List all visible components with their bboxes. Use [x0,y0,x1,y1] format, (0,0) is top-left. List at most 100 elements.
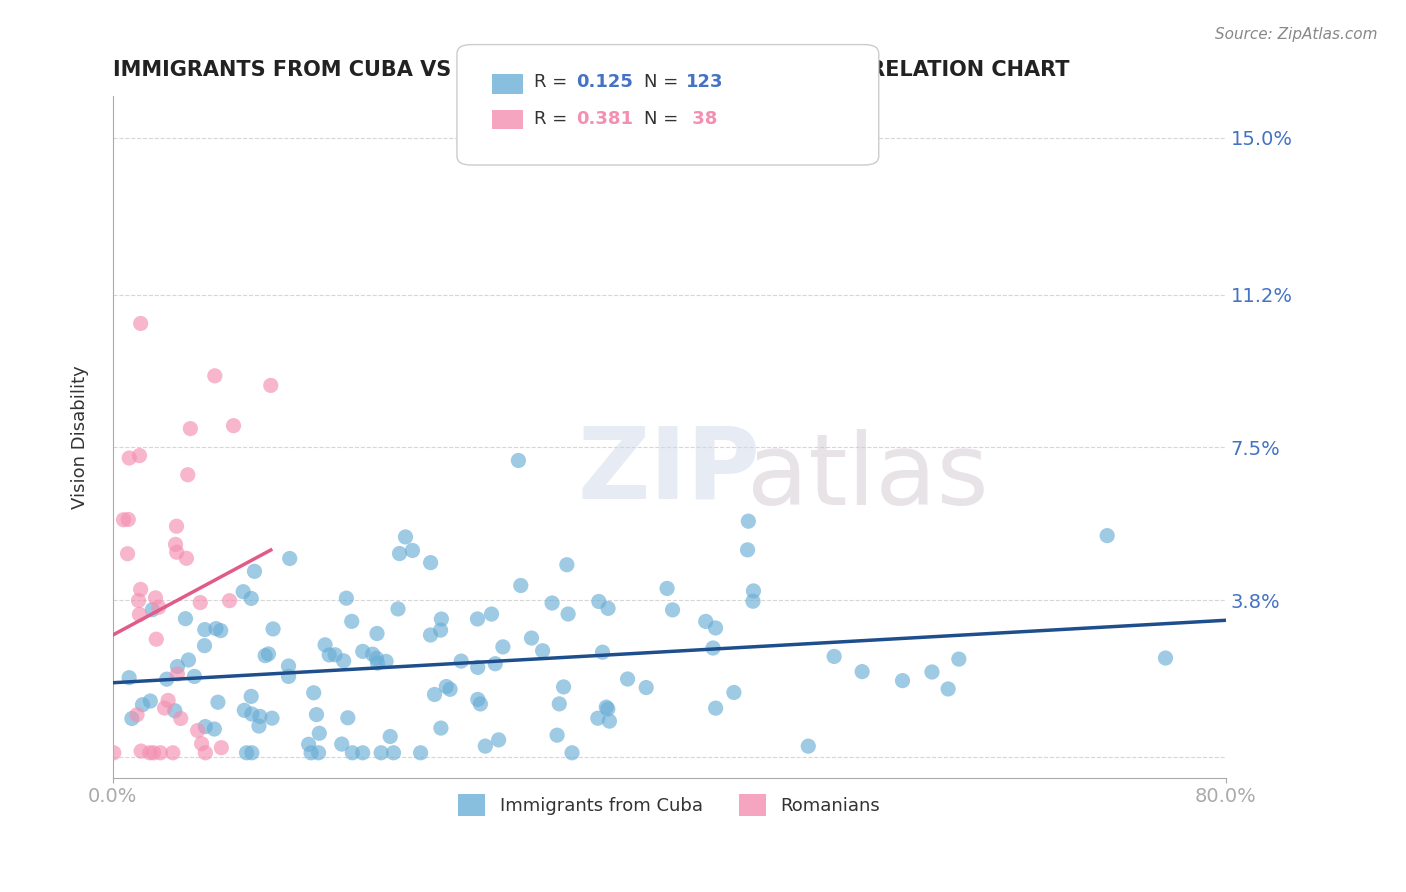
Immigrants from Cuba [467,612,489,626]
Immigrants from Cuba [388,547,411,561]
Immigrants from Cuba [118,671,141,685]
Romanians [112,513,135,527]
Romanians [179,421,201,435]
Text: atlas: atlas [747,429,988,526]
Immigrants from Cuba [429,623,451,637]
Immigrants from Cuba [492,640,515,654]
Immigrants from Cuba [205,622,228,636]
Romanians [129,317,152,331]
Immigrants from Cuba [419,628,441,642]
Immigrants from Cuba [557,607,579,621]
Immigrants from Cuba [342,746,364,760]
Immigrants from Cuba [742,594,765,608]
Immigrants from Cuba [595,700,617,714]
Romanians [148,600,170,615]
Romanians [117,512,139,526]
Immigrants from Cuba [163,704,186,718]
Romanians [260,378,283,392]
Immigrants from Cuba [260,711,283,725]
Text: N =: N = [644,110,683,128]
Romanians [128,593,150,607]
Immigrants from Cuba [177,653,200,667]
Immigrants from Cuba [704,701,727,715]
Immigrants from Cuba [481,607,503,621]
Immigrants from Cuba [1154,651,1177,665]
Immigrants from Cuba [302,686,325,700]
Immigrants from Cuba [702,640,724,655]
Immigrants from Cuba [240,706,263,721]
Immigrants from Cuba [891,673,914,688]
Immigrants from Cuba [323,648,346,662]
Immigrants from Cuba [330,737,353,751]
Immigrants from Cuba [520,631,543,645]
Immigrants from Cuba [298,737,321,751]
Romanians [222,418,245,433]
Immigrants from Cuba [387,602,409,616]
Immigrants from Cuba [737,514,759,528]
Immigrants from Cuba [361,647,384,661]
Romanians [145,632,167,647]
Immigrants from Cuba [596,702,619,716]
Immigrants from Cuba [450,654,472,668]
Romanians [138,746,160,760]
Immigrants from Cuba [484,657,506,671]
Immigrants from Cuba [194,720,217,734]
Romanians [157,693,180,707]
Y-axis label: Vision Disability: Vision Disability [72,365,89,508]
Romanians [218,593,240,607]
Immigrants from Cuba [695,615,717,629]
Immigrants from Cuba [240,690,263,704]
Immigrants from Cuba [531,644,554,658]
Romanians [170,711,193,725]
Immigrants from Cuba [257,647,280,661]
Immigrants from Cuba [247,719,270,733]
Romanians [118,450,141,465]
Text: 0.125: 0.125 [576,73,633,91]
Immigrants from Cuba [262,622,284,636]
Immigrants from Cuba [194,623,217,637]
Immigrants from Cuba [166,659,188,673]
Legend: Immigrants from Cuba, Romanians: Immigrants from Cuba, Romanians [451,787,887,823]
Romanians [142,746,165,760]
Text: ZIP: ZIP [578,423,761,519]
Immigrants from Cuba [254,648,277,663]
Romanians [128,449,150,463]
Immigrants from Cuba [823,649,845,664]
Immigrants from Cuba [375,654,398,668]
Immigrants from Cuba [936,681,959,696]
Romanians [177,467,200,482]
Immigrants from Cuba [240,746,263,760]
Romanians [103,746,125,760]
Immigrants from Cuba [121,712,143,726]
Romanians [128,607,150,622]
Text: R =: R = [534,73,574,91]
Immigrants from Cuba [308,726,330,740]
Immigrants from Cuba [318,648,340,662]
Immigrants from Cuba [723,685,745,699]
Immigrants from Cuba [233,703,256,717]
Immigrants from Cuba [704,621,727,635]
Immigrants from Cuba [423,688,446,702]
Immigrants from Cuba [335,591,357,606]
Immigrants from Cuba [737,542,759,557]
Immigrants from Cuba [131,698,153,712]
Romanians [145,591,167,605]
Immigrants from Cuba [380,730,402,744]
Immigrants from Cuba [141,603,163,617]
Immigrants from Cuba [366,626,388,640]
Immigrants from Cuba [546,728,568,742]
Immigrants from Cuba [314,638,336,652]
Immigrants from Cuba [508,453,530,467]
Romanians [190,737,212,751]
Immigrants from Cuba [797,739,820,754]
Romanians [129,582,152,597]
Romanians [166,519,188,533]
Immigrants from Cuba [561,746,583,760]
Immigrants from Cuba [202,722,225,736]
Immigrants from Cuba [636,681,658,695]
Immigrants from Cuba [352,746,374,760]
Immigrants from Cuba [588,594,610,608]
Romanians [125,707,148,722]
Immigrants from Cuba [541,596,564,610]
Immigrants from Cuba [249,709,271,723]
